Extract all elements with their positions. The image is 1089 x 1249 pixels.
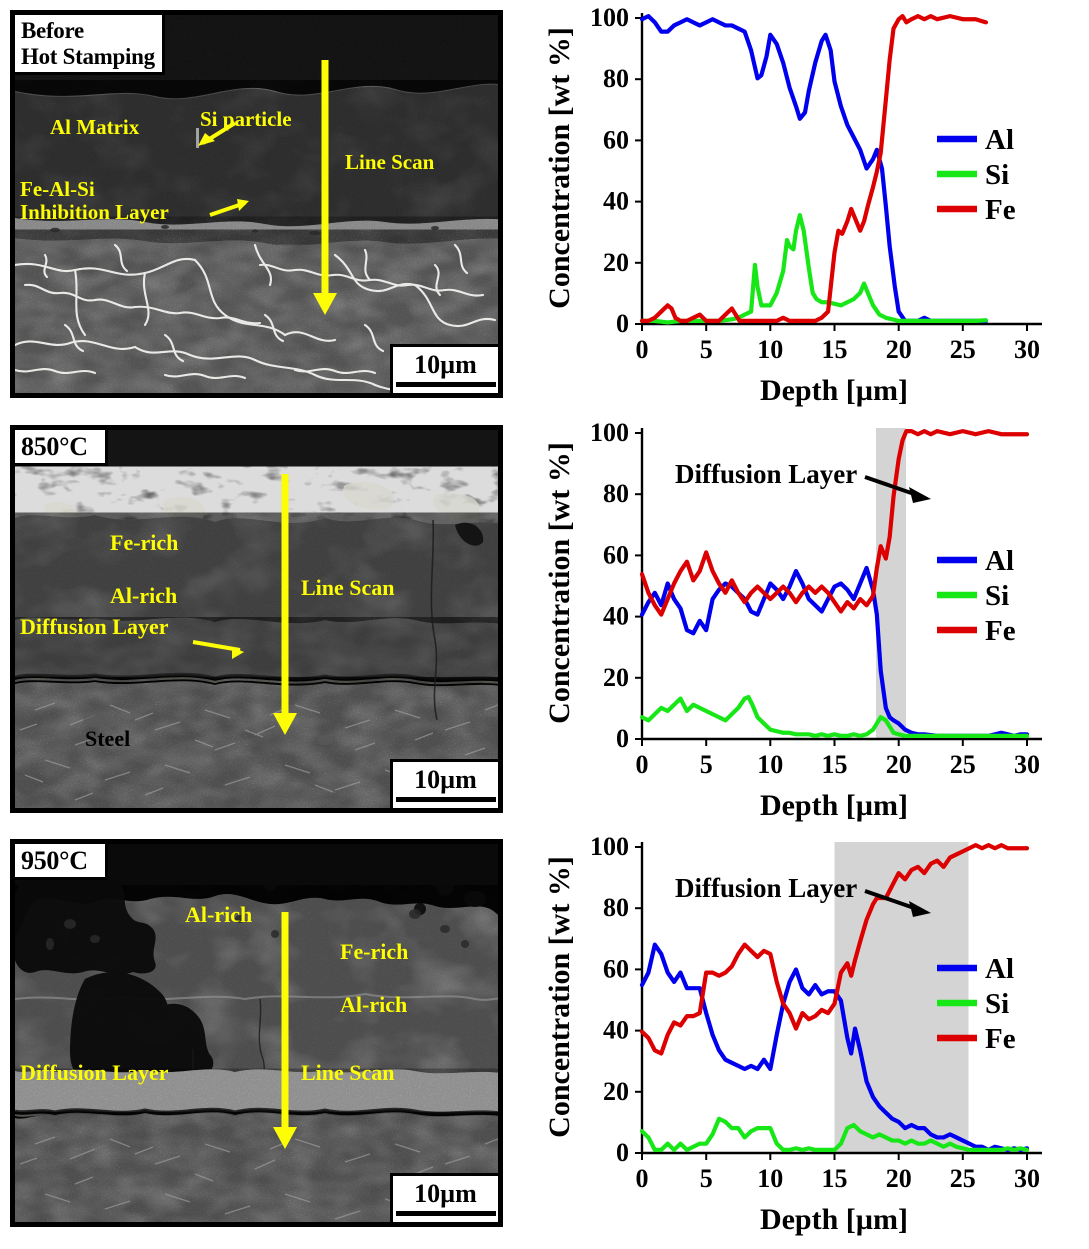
svg-text:20: 20 [603, 248, 629, 277]
svg-text:100: 100 [590, 418, 629, 447]
svg-text:5: 5 [700, 335, 713, 364]
svg-text:60: 60 [603, 540, 629, 569]
svg-text:Fe: Fe [985, 194, 1016, 226]
svg-text:0: 0 [636, 750, 649, 779]
svg-text:60: 60 [603, 954, 629, 983]
svg-text:40: 40 [603, 187, 629, 216]
svg-text:Si: Si [985, 580, 1009, 612]
svg-text:15: 15 [822, 750, 848, 779]
svg-text:60: 60 [603, 125, 629, 154]
svg-text:Depth [µm]: Depth [µm] [760, 374, 908, 407]
svg-text:10: 10 [757, 1164, 783, 1193]
svg-text:15: 15 [822, 1164, 848, 1193]
svg-text:30: 30 [1014, 1164, 1040, 1193]
svg-text:20: 20 [886, 750, 912, 779]
svg-text:25: 25 [950, 1164, 976, 1193]
svg-text:Concentration [wt %]: Concentration [wt %] [545, 442, 576, 724]
svg-text:Depth [µm]: Depth [µm] [760, 1203, 908, 1236]
svg-text:0: 0 [616, 309, 629, 338]
svg-text:40: 40 [603, 602, 629, 631]
svg-text:Si: Si [985, 159, 1009, 191]
svg-text:20: 20 [886, 335, 912, 364]
svg-text:30: 30 [1014, 335, 1040, 364]
svg-text:80: 80 [603, 479, 629, 508]
svg-text:40: 40 [603, 1016, 629, 1045]
svg-text:Al: Al [985, 124, 1014, 156]
svg-text:Depth [µm]: Depth [µm] [760, 789, 908, 822]
svg-text:100: 100 [590, 3, 629, 32]
svg-text:0: 0 [616, 1138, 629, 1167]
svg-text:80: 80 [603, 893, 629, 922]
svg-text:Diffusion Layer: Diffusion Layer [675, 873, 857, 903]
svg-text:30: 30 [1014, 750, 1040, 779]
svg-text:0: 0 [636, 335, 649, 364]
svg-text:10: 10 [757, 335, 783, 364]
svg-text:Concentration [wt %]: Concentration [wt %] [545, 856, 576, 1138]
svg-text:20: 20 [886, 1164, 912, 1193]
svg-text:0: 0 [616, 724, 629, 753]
svg-text:5: 5 [700, 750, 713, 779]
svg-text:Diffusion Layer: Diffusion Layer [675, 459, 857, 489]
svg-text:20: 20 [603, 663, 629, 692]
svg-text:Al: Al [985, 953, 1014, 985]
svg-text:Fe: Fe [985, 615, 1016, 647]
svg-text:15: 15 [822, 335, 848, 364]
svg-text:100: 100 [590, 832, 629, 861]
svg-text:5: 5 [700, 1164, 713, 1193]
svg-text:Si: Si [985, 988, 1009, 1020]
svg-text:Al: Al [985, 545, 1014, 577]
svg-text:25: 25 [950, 335, 976, 364]
svg-text:80: 80 [603, 64, 629, 93]
svg-text:10: 10 [757, 750, 783, 779]
svg-text:Concentration [wt %]: Concentration [wt %] [545, 27, 576, 309]
svg-text:25: 25 [950, 750, 976, 779]
svg-text:20: 20 [603, 1077, 629, 1106]
svg-text:0: 0 [636, 1164, 649, 1193]
svg-text:Fe: Fe [985, 1023, 1016, 1055]
